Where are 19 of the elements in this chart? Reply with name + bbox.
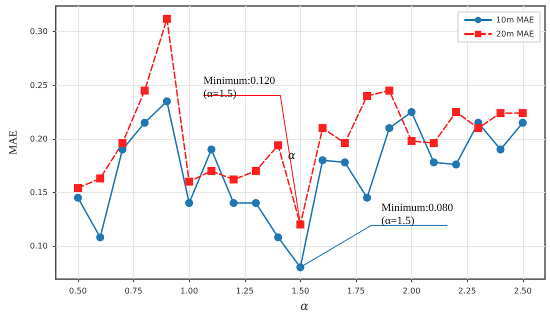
y-axis-title: MAE [8, 130, 20, 155]
y-tick-label: 0.30 [30, 27, 48, 36]
x-axis-title: α [300, 299, 308, 313]
x-tick-label: 0.50 [69, 286, 87, 296]
legend-label: 10m MAE [496, 16, 534, 24]
y-tick-label: 0.20 [30, 134, 48, 144]
x-tick-label: 0.75 [124, 286, 142, 296]
x-tick-label: 2.50 [514, 286, 532, 296]
x-tick-label: 1.75 [347, 286, 365, 296]
x-tick-label: 2.00 [402, 286, 420, 296]
legend-label: 20m MAE [496, 30, 534, 38]
x-tick-label: 1.50 [291, 286, 310, 296]
x-tick-label: 1.25 [236, 286, 254, 296]
y-tick-label: 0.15 [30, 188, 48, 197]
x-tick-label: 2.25 [458, 286, 476, 296]
annotation: Minimum:0.080 (α=1.5) [381, 202, 454, 227]
y-tick-label: 0.10 [30, 241, 48, 250]
y-tick-label: 0.25 [30, 80, 48, 90]
x-tick-label: 1.00 [180, 286, 198, 296]
